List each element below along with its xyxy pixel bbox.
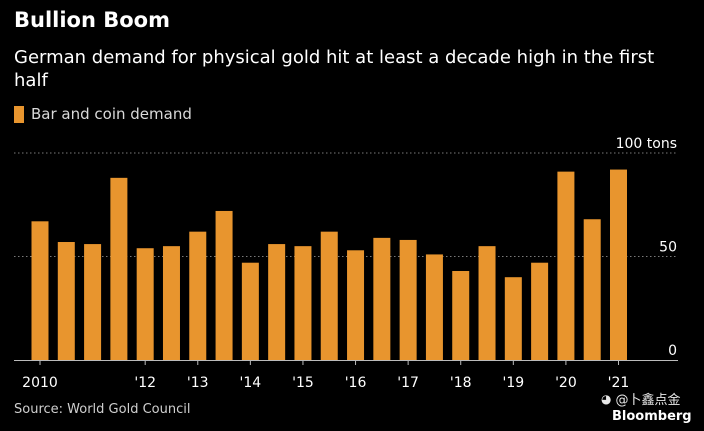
bar bbox=[241, 262, 259, 360]
bar bbox=[215, 210, 233, 360]
weibo-icon: ◕ bbox=[601, 391, 612, 406]
watermark-text: @卜鑫点金 bbox=[615, 393, 681, 408]
bar bbox=[162, 246, 180, 360]
x-tick-label: '21 bbox=[608, 375, 630, 391]
x-tick-label: '12 bbox=[134, 375, 156, 391]
bloomberg-logo: Bloomberg bbox=[612, 409, 692, 424]
x-tick-label: '14 bbox=[240, 375, 262, 391]
x-tick-label: '16 bbox=[345, 375, 367, 391]
bar bbox=[110, 177, 128, 360]
chart-subtitle: German demand for physical gold hit at l… bbox=[14, 47, 655, 91]
chart-title: Bullion Boom bbox=[14, 8, 170, 32]
y-tick-label: 0 bbox=[668, 343, 677, 359]
x-tick-label: '19 bbox=[502, 375, 524, 391]
bar bbox=[31, 221, 49, 360]
bar bbox=[373, 237, 391, 360]
watermark: ◕ @卜鑫点金 bbox=[601, 389, 681, 409]
y-tick-label: 100 tons bbox=[616, 136, 677, 152]
bar bbox=[347, 250, 365, 360]
bar bbox=[399, 239, 417, 360]
bar bbox=[294, 246, 312, 360]
x-tick-label: '20 bbox=[555, 375, 577, 391]
x-tick-label: '13 bbox=[187, 375, 209, 391]
bar bbox=[268, 244, 286, 360]
bar bbox=[610, 169, 627, 360]
x-tick-label: '15 bbox=[292, 375, 314, 391]
bar bbox=[320, 231, 338, 360]
legend-label: Bar and coin demand bbox=[31, 105, 192, 123]
bar bbox=[583, 219, 601, 360]
x-tick-label: '18 bbox=[450, 375, 472, 391]
bar bbox=[84, 244, 102, 360]
bar bbox=[557, 171, 575, 360]
y-tick-label: 50 bbox=[659, 240, 677, 256]
x-tick-label: '17 bbox=[397, 375, 419, 391]
bar bbox=[425, 254, 443, 360]
chart-legend: Bar and coin demand bbox=[14, 105, 192, 123]
bar bbox=[57, 242, 75, 360]
bar bbox=[136, 248, 154, 360]
bar bbox=[504, 277, 522, 360]
bar bbox=[452, 270, 470, 360]
legend-swatch bbox=[14, 105, 24, 123]
x-tick-label: 2010 bbox=[22, 375, 58, 391]
bar bbox=[478, 246, 496, 360]
bar bbox=[189, 231, 207, 360]
source-note: Source: World Gold Council bbox=[14, 402, 191, 417]
bar bbox=[531, 262, 549, 360]
